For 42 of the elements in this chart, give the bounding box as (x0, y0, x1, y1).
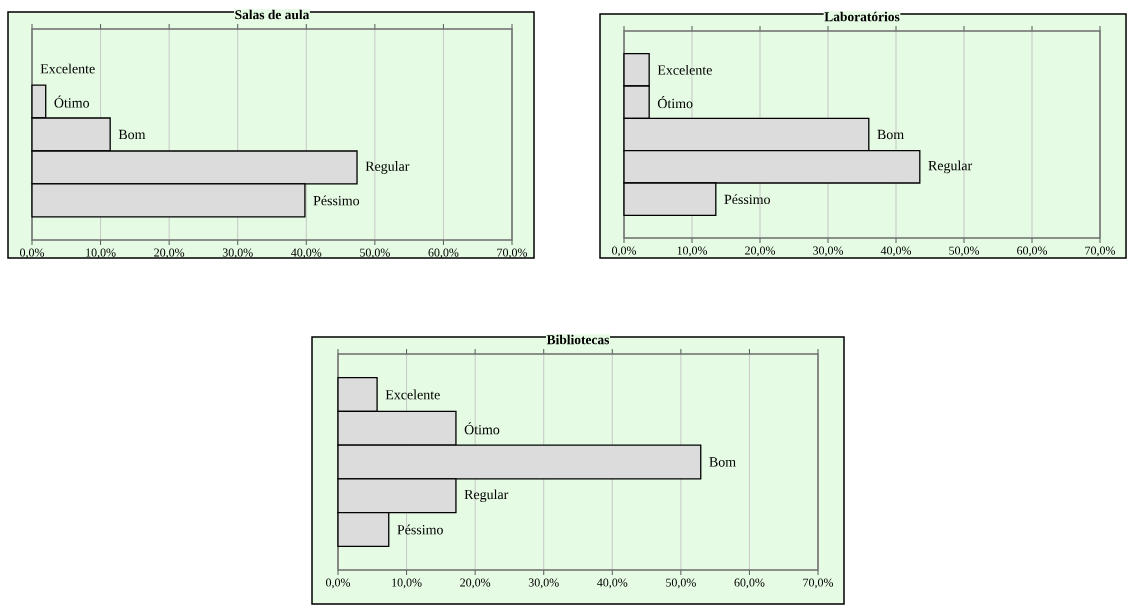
chart-title: Bibliotecas (546, 334, 610, 345)
x-tick-label: 40,0% (880, 246, 912, 257)
x-tick-label: 70,0% (803, 578, 834, 589)
x-tick-label: 50,0% (666, 578, 696, 589)
y-tick-label: Regular (365, 161, 410, 174)
x-tick-label: 40,0% (597, 578, 628, 589)
x-tick-label: 30,0% (813, 246, 844, 257)
y-tick-label: Péssimo (313, 195, 360, 206)
x-tick-label: 20,0% (745, 246, 776, 257)
x-tick-label: 0,0% (612, 246, 637, 257)
y-tick-label: Ótimo (54, 95, 90, 108)
x-tick-label: 0,0% (20, 248, 45, 259)
x-tick-label: 70,0% (1085, 246, 1116, 257)
x-tick-label: 60,0% (734, 578, 765, 589)
y-tick-label: Regular (464, 489, 509, 503)
x-tick-label: 40,0% (291, 248, 322, 259)
x-tick-label: 20,0% (460, 578, 491, 589)
y-tick-label: Ótimo (464, 422, 500, 435)
x-tick-label: 10,0% (677, 246, 708, 257)
x-tick-label: 10,0% (392, 578, 422, 589)
y-tick-label: Regular (928, 160, 973, 174)
y-tick-label: Bom (877, 129, 904, 140)
x-tick-label: 30,0% (222, 248, 253, 259)
x-tick-label: 30,0% (528, 578, 559, 589)
y-tick-label: Péssimo (724, 194, 770, 205)
x-tick-label: 10,0% (86, 248, 116, 259)
x-tick-label: 70,0% (497, 248, 528, 259)
x-tick-label: 0,0% (326, 578, 351, 589)
y-tick-label: Excelente (40, 63, 95, 74)
x-tick-label: 20,0% (154, 248, 185, 259)
x-tick-label: 50,0% (360, 248, 390, 259)
chart-title: Laboratórios (824, 11, 900, 22)
y-tick-label: Bom (709, 457, 736, 467)
x-tick-label: 50,0% (949, 246, 980, 257)
x-tick-label: 60,0% (428, 248, 459, 259)
y-tick-label: Péssimo (397, 524, 443, 535)
y-tick-label: Bom (118, 129, 146, 140)
x-tick-label: 60,0% (1017, 246, 1048, 257)
y-tick-label: Excelente (385, 389, 440, 400)
y-tick-label: Excelente (657, 64, 712, 75)
y-tick-label: Ótimo (657, 96, 693, 109)
chart-title: Salas de aula (235, 9, 310, 20)
